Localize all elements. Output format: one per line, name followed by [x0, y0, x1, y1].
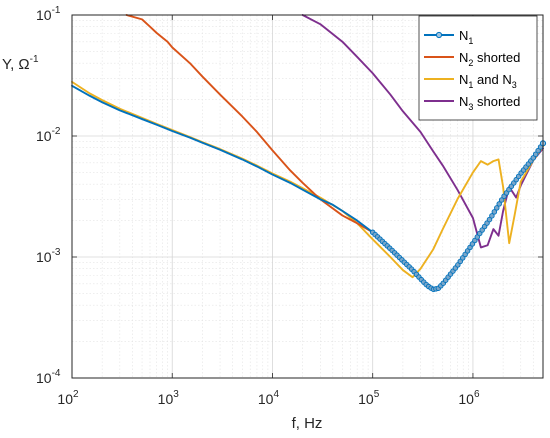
legend-label: N2 shorted [459, 50, 520, 68]
x-tick-label: 104 [258, 389, 280, 407]
legend-label-part: N [459, 72, 468, 87]
x-tick-label-exponent: 5 [374, 389, 380, 400]
series-marker [494, 205, 500, 211]
legend-label-subscript: 3 [512, 80, 517, 90]
y-tick-label-exponent: -2 [52, 126, 61, 137]
y-tick-label-exponent: -4 [52, 368, 61, 379]
legend-label-subscript: 3 [468, 102, 473, 112]
legend-label-part: N [459, 50, 468, 65]
series-line [301, 14, 544, 249]
y-tick-label: 10-1 [36, 5, 61, 23]
legend-label: N1 and N3 [459, 72, 517, 90]
series-marker [486, 216, 493, 223]
x-tick-label-exponent: 2 [73, 389, 79, 400]
series-marker [535, 147, 541, 154]
series-marker [498, 197, 505, 203]
y-tick-label: 10-4 [36, 368, 61, 386]
x-axis-label: f, Hz [292, 415, 323, 432]
tick-marks [71, 14, 543, 379]
legend-label: N3 shorted [459, 94, 520, 112]
legend-label-subscript: 1 [468, 80, 473, 90]
legend-label-part: and N [473, 72, 511, 87]
plot-frame [71, 14, 544, 379]
x-tick-label-base: 10 [258, 391, 274, 407]
y-axis-label: Y, Ω-1 [2, 54, 39, 73]
legend-marker [435, 31, 443, 39]
x-tick-label-base: 10 [57, 391, 73, 407]
y-tick-labels: 10-410-310-210-1 [36, 5, 61, 386]
series-marker [530, 155, 537, 161]
y-tick-label: 10-2 [36, 126, 61, 144]
x-tick-label: 106 [458, 389, 480, 407]
y-tick-label-base: 10 [36, 249, 52, 265]
x-tick-label-base: 10 [358, 391, 374, 407]
y-tick-label-exponent: -3 [52, 247, 61, 258]
x-tick-label: 105 [358, 389, 380, 407]
series-marker [491, 209, 498, 215]
y-tick-label-base: 10 [36, 7, 52, 23]
y-axis-label-exponent: -1 [30, 54, 39, 65]
x-tick-label-exponent: 3 [173, 389, 179, 400]
series-marker [532, 151, 539, 157]
legend-label-part: N [459, 94, 468, 109]
legend-label-subscript: 1 [468, 36, 473, 46]
legend-label-part: N [459, 28, 468, 43]
series-marker [496, 201, 502, 207]
legend-label-part: shorted [473, 94, 520, 109]
legend-label-subscript: 2 [468, 58, 473, 68]
x-tick-label-exponent: 4 [273, 389, 279, 400]
legend-label-part: shorted [473, 50, 520, 65]
x-tick-label: 103 [158, 389, 180, 407]
y-tick-label: 10-3 [36, 247, 61, 265]
legend-label: N1 [459, 28, 473, 46]
y-axis-label-text: Y, Ω [2, 56, 30, 73]
y-tick-label-base: 10 [36, 128, 52, 144]
x-tick-label-base: 10 [458, 391, 474, 407]
x-tick-label-base: 10 [158, 391, 174, 407]
y-tick-label-exponent: -1 [52, 5, 61, 16]
series-marker [489, 213, 495, 219]
y-tick-label-base: 10 [36, 370, 52, 386]
x-tick-label-exponent: 6 [474, 389, 480, 400]
x-tick-label: 102 [57, 389, 79, 407]
x-tick-labels: 102 103 104 105 106 [57, 389, 480, 407]
